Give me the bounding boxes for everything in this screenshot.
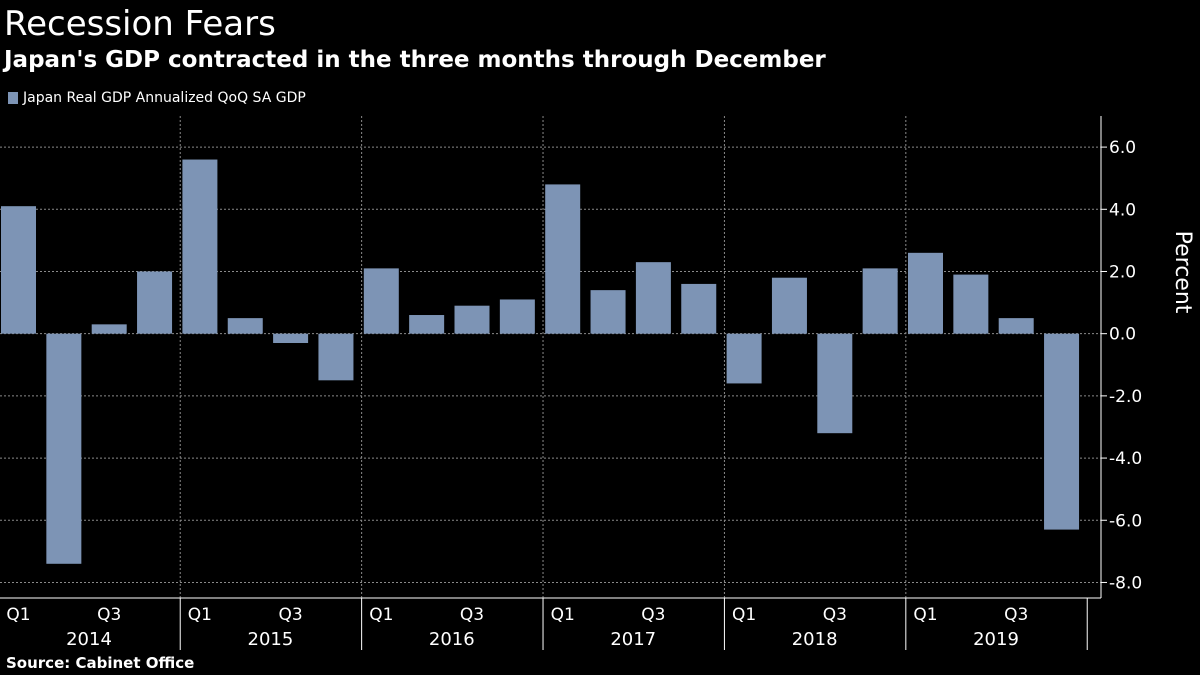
quarter-tick-label: Q1 [551, 605, 575, 625]
bar [681, 283, 717, 334]
y-tick-label: 2.0 [1109, 262, 1136, 282]
bar [1044, 333, 1080, 530]
quarter-tick-label: Q1 [6, 605, 30, 625]
bar [908, 252, 943, 334]
bar [137, 271, 173, 334]
year-label: 2014 [66, 629, 112, 650]
y-tick-label: 4.0 [1109, 200, 1136, 220]
y-tick-label: 0.0 [1109, 325, 1136, 345]
legend-label: Japan Real GDP Annualized QoQ SA GDP [23, 90, 306, 106]
chart-title: Recession Fears [4, 4, 276, 44]
quarter-tick-label: Q3 [1004, 605, 1028, 625]
year-label: 2015 [248, 629, 294, 650]
bar [635, 262, 671, 334]
quarter-tick-label: Q3 [97, 605, 121, 625]
source-note: Source: Cabinet Office [6, 654, 195, 672]
y-tick-label: -2.0 [1109, 387, 1142, 407]
quarter-tick-label: Q1 [732, 605, 756, 625]
quarter-tick-label: Q3 [823, 605, 847, 625]
bar [227, 318, 263, 334]
bar [590, 290, 626, 334]
bar [1, 206, 36, 334]
quarter-tick-label: Q3 [278, 605, 302, 625]
quarter-tick-label: Q1 [369, 605, 393, 625]
bar [363, 268, 399, 334]
bar-layer [1, 159, 1080, 564]
bar [862, 268, 898, 334]
bar [998, 318, 1034, 334]
quarter-tick-label: Q3 [641, 605, 665, 625]
quarter-tick-label: Q1 [913, 605, 937, 625]
axis-layer: 6.0 4.0 2.0 0.0 -2.0 -4.0 -6.0 -8.0 2014 2015 2016… [0, 116, 1195, 650]
legend-swatch [8, 92, 18, 104]
legend: Japan Real GDP Annualized QoQ SA GDP [8, 90, 306, 106]
y-tick-label: -6.0 [1109, 511, 1142, 531]
year-label: 2017 [610, 629, 656, 650]
bar [953, 274, 989, 334]
y-axis-label: Percent [1170, 231, 1195, 314]
bar [817, 333, 853, 434]
bar [273, 333, 309, 344]
chart-subtitle: Japan's GDP contracted in the three mont… [4, 47, 826, 73]
year-label: 2016 [429, 629, 475, 650]
bar [409, 315, 445, 334]
quarter-tick-label: Q1 [188, 605, 212, 625]
bar [182, 159, 218, 334]
y-tick-label: 6.0 [1109, 138, 1136, 158]
bar [499, 299, 535, 334]
bar [91, 324, 127, 334]
quarter-tick-label: Q3 [460, 605, 484, 625]
bar [771, 277, 807, 334]
year-label: 2018 [792, 629, 838, 650]
bar [318, 333, 354, 381]
y-tick-label: -4.0 [1109, 449, 1142, 469]
year-label: 2019 [973, 629, 1019, 650]
y-tick-label: -8.0 [1109, 573, 1142, 593]
bar [726, 333, 762, 384]
bar [454, 305, 490, 334]
bar [46, 333, 82, 564]
bar [545, 184, 581, 334]
